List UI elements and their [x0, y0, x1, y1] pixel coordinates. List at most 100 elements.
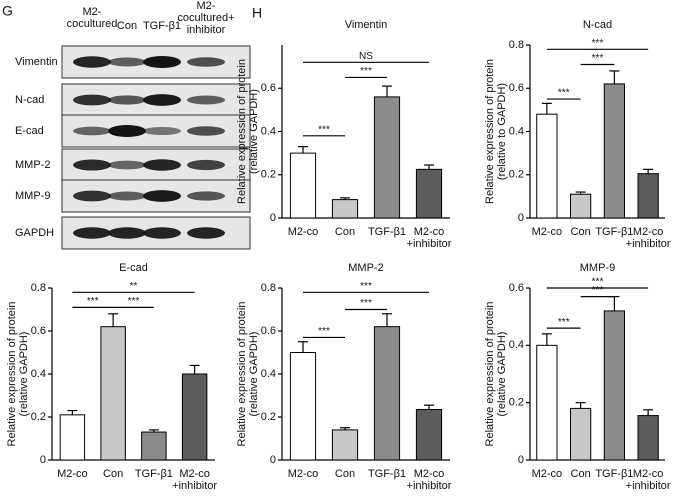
significance-label: ***: [592, 53, 604, 64]
y-axis-label: (relative GAPDH): [18, 332, 30, 417]
bar: [289, 152, 317, 219]
band: [73, 56, 111, 68]
bar: [331, 199, 359, 219]
x-tick-label: +inhibitor: [407, 480, 452, 492]
x-tick-label: M2-co: [532, 226, 563, 238]
y-tick-label: 0.6: [509, 282, 524, 294]
column-label: cocultured: [67, 18, 118, 30]
row-label: E-cad: [15, 125, 44, 137]
y-tick-label: 0.6: [261, 82, 276, 94]
x-tick-label: +inhibitor: [407, 238, 452, 250]
band: [143, 190, 181, 202]
band: [73, 126, 111, 136]
x-tick-label: Con: [571, 226, 591, 238]
row-label: GAPDH: [15, 227, 54, 239]
x-tick-label: M2-co: [633, 468, 664, 480]
significance-label: ***: [360, 281, 372, 292]
band: [187, 95, 225, 105]
band: [187, 57, 225, 67]
x-tick-label: Con: [335, 468, 355, 480]
significance-label: ***: [558, 317, 570, 328]
x-tick-label: +inhibitor: [626, 480, 671, 492]
column-label: TGF-β1: [143, 20, 181, 32]
significance-label: ***: [558, 88, 570, 99]
x-tick-label: M2-co: [57, 468, 88, 480]
significance-label: ***: [592, 38, 604, 49]
band: [143, 94, 181, 106]
significance-label: ***: [318, 124, 330, 135]
y-axis-label: (relative GAPDH): [496, 332, 508, 417]
chart-title: N-cad: [583, 19, 612, 31]
significance-label: ***: [87, 296, 99, 307]
y-tick-label: 0.2: [261, 411, 276, 423]
y-axis-label: Relative expression of protein: [484, 59, 496, 204]
column-label: M2-: [83, 6, 102, 18]
band: [73, 159, 111, 171]
x-tick-label: Con: [571, 468, 591, 480]
y-tick-label: 0.4: [261, 125, 276, 137]
panel-label: H: [252, 5, 262, 21]
x-tick-label: +inhibitor: [626, 238, 671, 250]
row-label: Vimentin: [15, 56, 58, 68]
band: [73, 94, 111, 106]
chart-title: MMP-9: [580, 262, 615, 274]
x-tick-label: +inhibitor: [172, 480, 217, 492]
bar: [603, 310, 625, 461]
bar: [536, 113, 558, 219]
bar: [637, 415, 659, 461]
band: [143, 126, 181, 136]
row-label: MMP-9: [15, 190, 50, 202]
y-tick-label: 0.4: [31, 368, 46, 380]
y-tick-label: 0.8: [509, 39, 524, 51]
bar: [181, 373, 208, 461]
y-axis-label: Relative expression of protein: [484, 302, 496, 447]
band: [73, 190, 111, 202]
bar: [415, 168, 443, 219]
significance-label: ***: [318, 326, 330, 337]
column-label: inhibitor: [187, 24, 226, 36]
y-tick-label: 0.8: [31, 282, 46, 294]
significance-label: ***: [360, 298, 372, 309]
band: [187, 126, 225, 136]
bar: [59, 414, 86, 461]
y-tick-label: 0.6: [509, 82, 524, 94]
significance-label: ***: [360, 66, 372, 77]
bar: [331, 429, 359, 461]
y-tick-label: 0.6: [31, 325, 46, 337]
x-tick-label: TGF-β1: [135, 468, 173, 480]
y-axis-label: (relative to GAPDH): [496, 83, 508, 180]
row-label: MMP-2: [15, 159, 50, 171]
x-tick-label: TGF-β1: [368, 226, 406, 238]
y-tick-label: 0: [40, 454, 46, 466]
significance-label: NS: [359, 51, 373, 62]
x-tick-label: Con: [335, 226, 355, 238]
y-tick-label: 0.2: [31, 411, 46, 423]
y-tick-label: 0: [518, 454, 524, 466]
y-tick-label: 0.2: [261, 169, 276, 181]
y-tick-label: 0: [270, 454, 276, 466]
x-tick-label: TGF-β1: [595, 468, 633, 480]
x-tick-label: M2-co: [288, 468, 319, 480]
band: [143, 56, 181, 68]
y-tick-label: 0.6: [261, 325, 276, 337]
bar: [100, 326, 126, 461]
x-tick-label: M2-co: [414, 468, 445, 480]
chart-title: E-cad: [119, 262, 148, 274]
row-label: N-cad: [15, 94, 44, 106]
band: [108, 160, 146, 170]
x-tick-label: M2-co: [179, 468, 210, 480]
significance-label: ***: [128, 296, 140, 307]
y-axis-label: Relative expression of protein: [236, 59, 248, 204]
x-tick-label: M2-co: [414, 226, 445, 238]
significance-label: ***: [592, 277, 604, 288]
band: [108, 191, 146, 201]
y-tick-label: 0: [270, 212, 276, 224]
y-tick-label: 0.4: [509, 125, 524, 137]
bar: [141, 431, 167, 461]
band: [143, 227, 181, 239]
y-tick-label: 0.8: [261, 282, 276, 294]
bar: [415, 408, 443, 461]
x-tick-label: TGF-β1: [368, 468, 406, 480]
y-tick-label: 0.2: [509, 169, 524, 181]
